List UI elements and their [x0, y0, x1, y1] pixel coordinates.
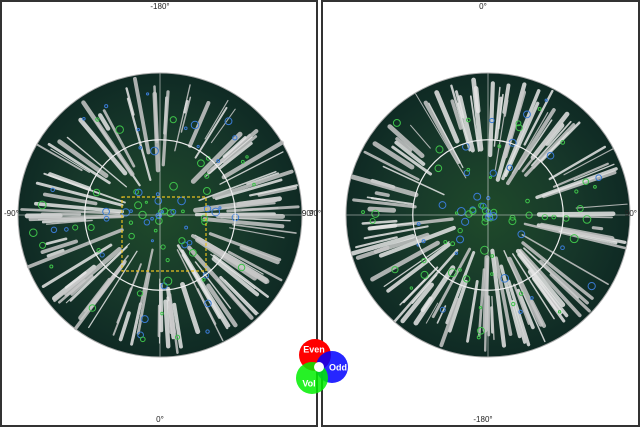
- map-label: -180°: [473, 415, 492, 424]
- legend-overlap: [314, 362, 324, 372]
- legend-label: Vol: [302, 378, 315, 388]
- map-label: -90°: [4, 209, 19, 218]
- gap-streak: [491, 87, 492, 110]
- gap-streak: [218, 216, 283, 217]
- gap-streak: [165, 302, 168, 347]
- gap-streak: [161, 285, 162, 331]
- map-label: -180°: [150, 2, 169, 11]
- map-label: 90°: [309, 209, 321, 218]
- map-label: 90°: [625, 209, 637, 218]
- map-label: 0°: [156, 415, 164, 424]
- map-label: 0°: [479, 2, 487, 11]
- gap-streak: [370, 209, 394, 210]
- gap-streak: [377, 193, 388, 195]
- gap-streak: [593, 228, 601, 229]
- legend-label: Odd: [329, 362, 347, 372]
- gap-streak: [539, 214, 613, 215]
- legend-label: Even: [303, 344, 325, 354]
